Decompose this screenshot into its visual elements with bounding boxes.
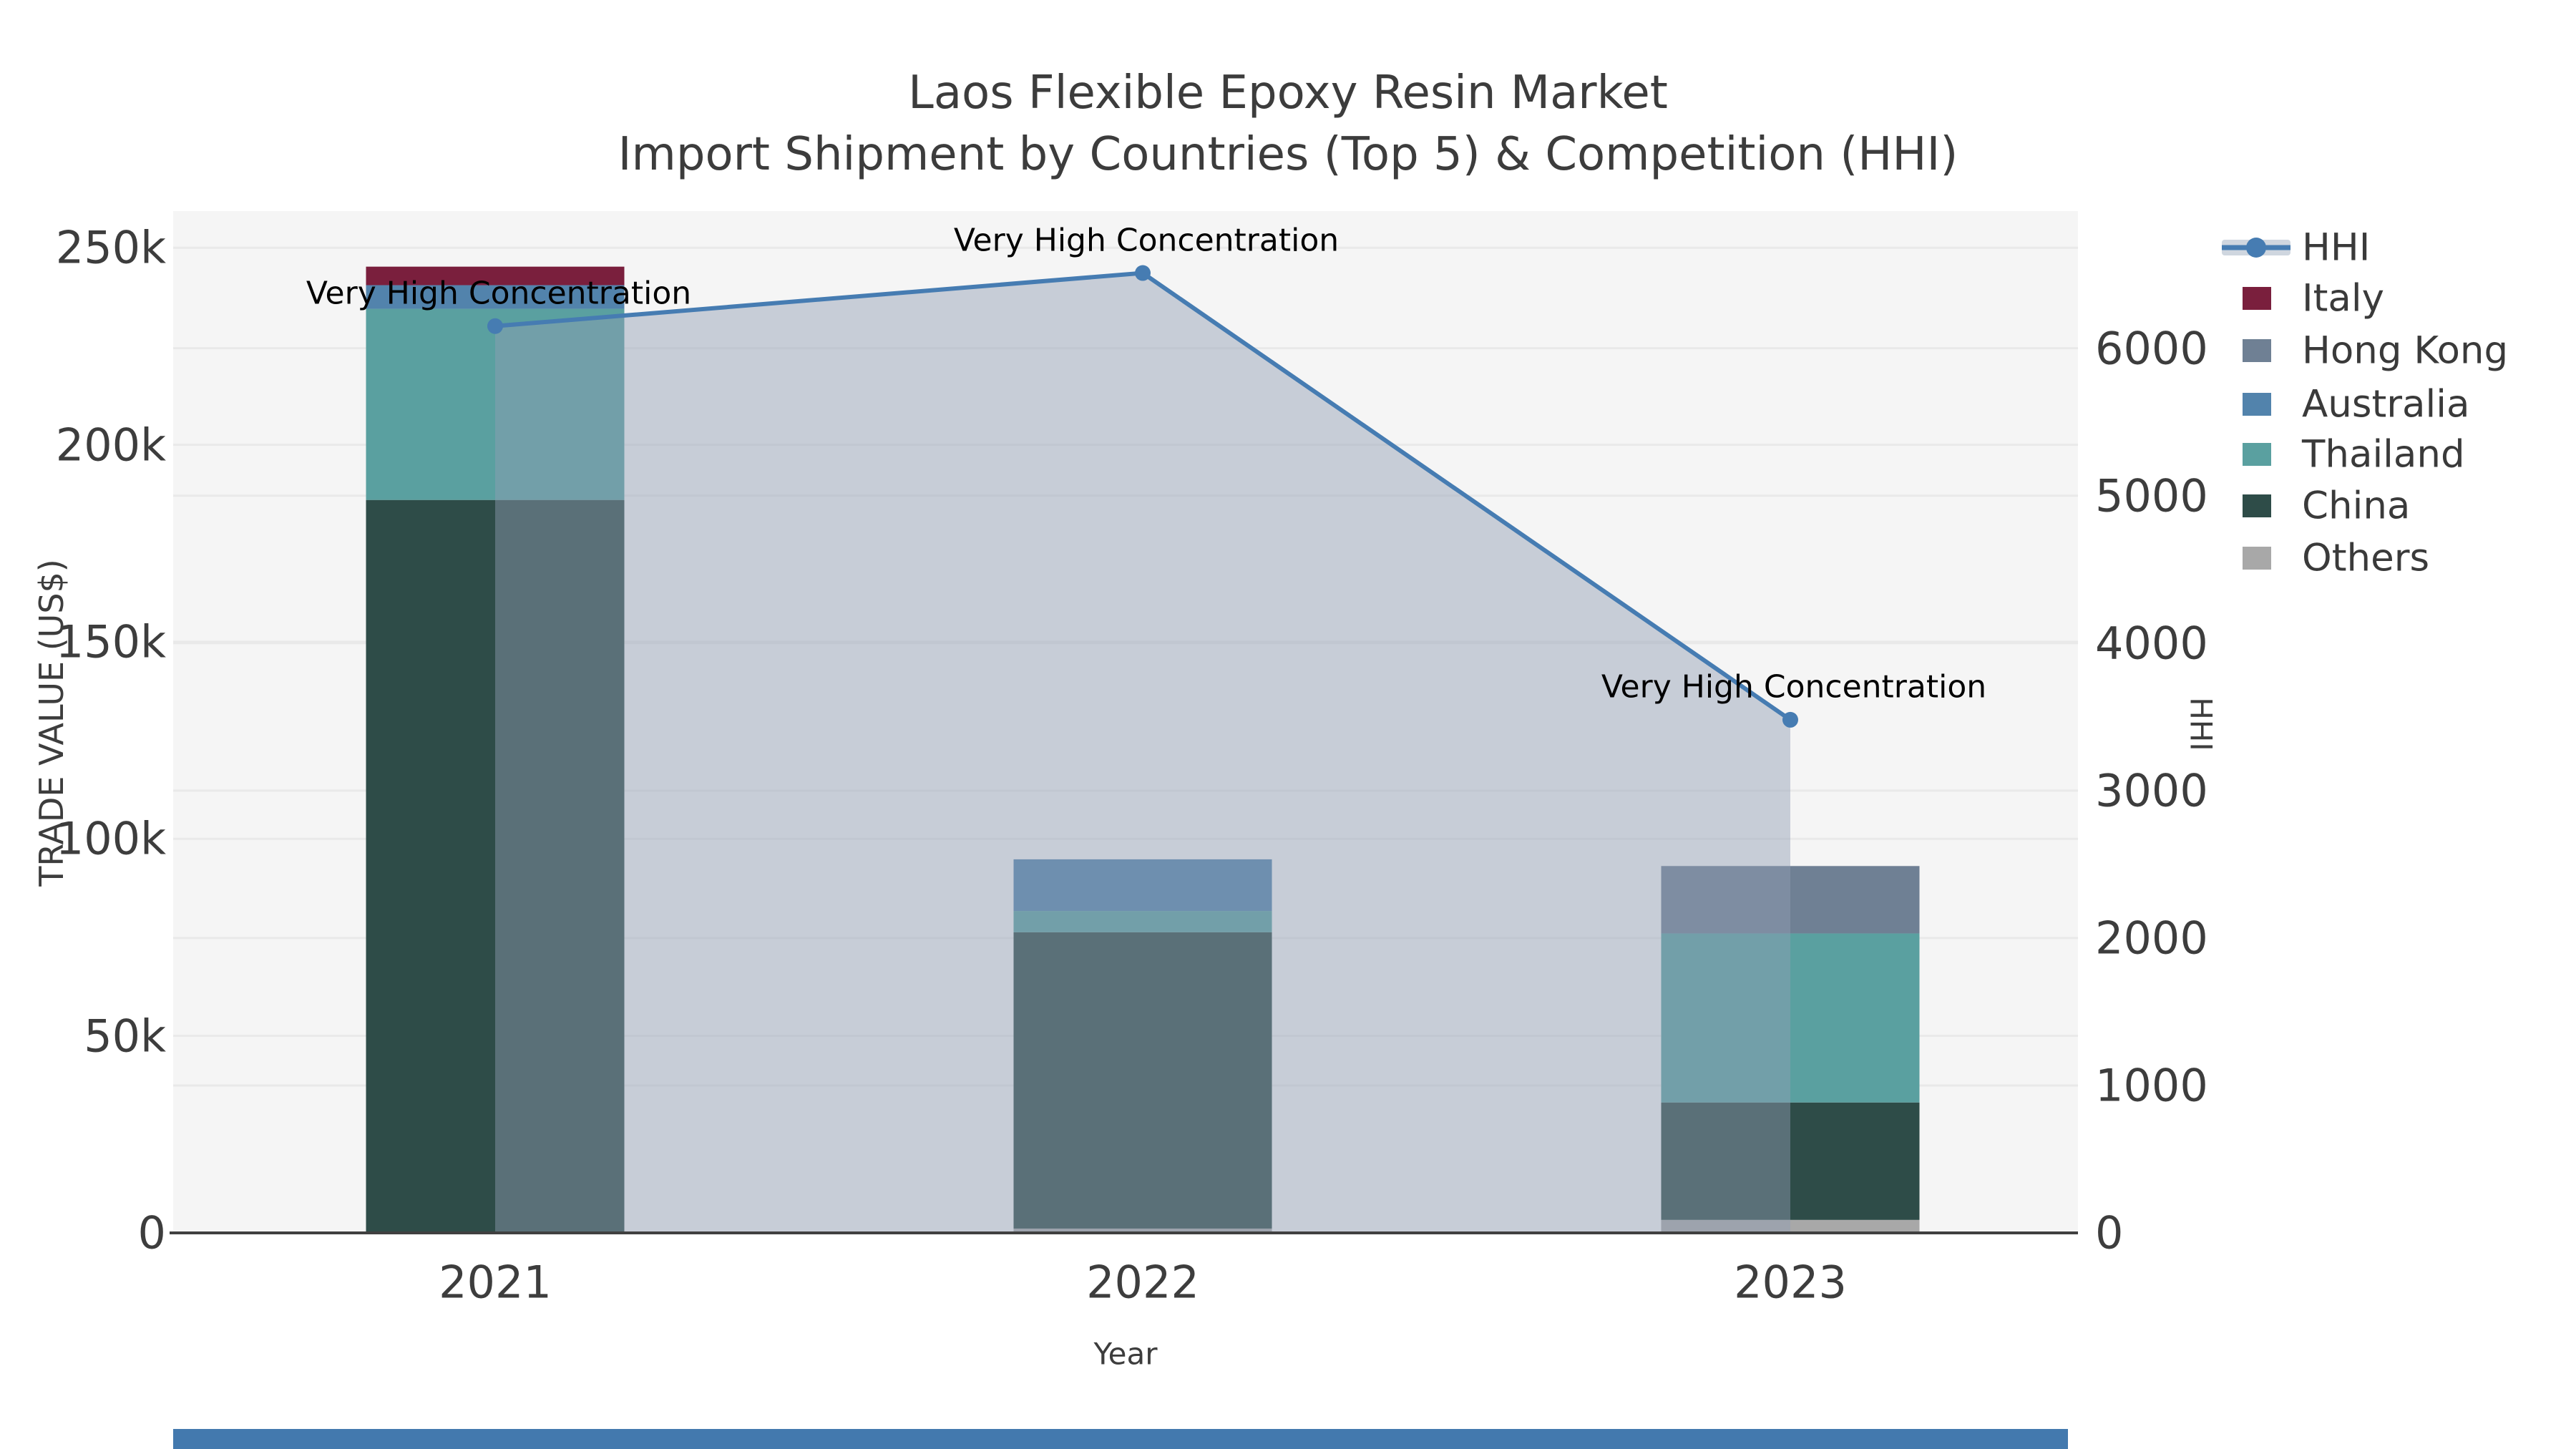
- chart-title: Laos Flexible Epoxy Resin Market: [908, 67, 1668, 119]
- legend-label-australia: Australia: [2302, 382, 2470, 426]
- x-tick-2021: 2021: [439, 1256, 552, 1309]
- y-left-tick-150k: 150k: [55, 615, 166, 668]
- hhi-dot-2023: [1782, 711, 1798, 728]
- y-left-tick-250k: 250k: [55, 221, 166, 274]
- bar-segment-china-2023: [1661, 1102, 1920, 1220]
- bottom-scrollbar[interactable]: [173, 1429, 2068, 1449]
- y-left-tick-50k: 50k: [84, 1010, 166, 1063]
- legend-swatch-italy: [2243, 287, 2271, 310]
- legend-label-hhi: HHI: [2302, 225, 2371, 270]
- legend-label-hong-kong: Hong Kong: [2302, 328, 2509, 373]
- y-left-tick-100k: 100k: [55, 812, 166, 865]
- x-tick-2022: 2022: [1086, 1256, 1199, 1309]
- bar-segment-thailand-2023: [1661, 933, 1920, 1103]
- y-left-tick-0: 0: [137, 1206, 166, 1259]
- chart-subtitle: Import Shipment by Countries (Top 5) & C…: [618, 128, 1958, 181]
- annotation-2021: Very High Concentration: [306, 275, 692, 312]
- y-left-axis-label: TRADE VALUE (US$): [32, 559, 71, 887]
- hhi-area: [495, 273, 1790, 1234]
- annotation-2023: Very High Concentration: [1601, 668, 1987, 706]
- y-right-tick-5000: 5000: [2095, 469, 2208, 522]
- legend-swatch-china: [2243, 494, 2271, 517]
- annotation-2022: Very High Concentration: [953, 222, 1340, 259]
- hhi-dot-2021: [487, 318, 503, 334]
- legend-swatch-australia: [2243, 393, 2271, 416]
- bar-segment-others-2023: [1661, 1219, 1920, 1233]
- x-axis-label: Year: [1093, 1336, 1158, 1372]
- y-left-tick-200k: 200k: [55, 419, 166, 472]
- y-right-tick-0: 0: [2095, 1206, 2124, 1259]
- hhi-legend-dot-icon: [2246, 238, 2266, 258]
- legend-swatch-others: [2243, 547, 2271, 570]
- legend-label-china: China: [2302, 484, 2411, 528]
- legend-label-italy: Italy: [2302, 276, 2384, 321]
- y-right-tick-4000: 4000: [2095, 617, 2208, 670]
- legend-label-others: Others: [2302, 536, 2430, 580]
- bar-segment-australia-2021: [366, 285, 625, 309]
- x-tick-2023: 2023: [1734, 1256, 1847, 1309]
- hhi-dot-2022: [1135, 265, 1151, 281]
- y-right-tick-3000: 3000: [2095, 764, 2208, 817]
- bar-segment-australia-2022: [1013, 859, 1272, 912]
- y-right-tick-6000: 6000: [2095, 322, 2208, 375]
- y-right-axis-label: HHI: [2183, 697, 2219, 751]
- bar-segment-others-2022: [1013, 1228, 1272, 1233]
- legend-label-thailand: Thailand: [2302, 432, 2465, 477]
- bar-segment-china-2022: [1013, 932, 1272, 1229]
- bar-segment-italy-2021: [366, 266, 625, 286]
- bar-segment-thailand-2022: [1013, 911, 1272, 932]
- y-right-tick-1000: 1000: [2095, 1059, 2208, 1112]
- legend-swatch-thailand: [2243, 443, 2271, 466]
- legend-swatch-hong-kong: [2243, 339, 2271, 362]
- y-right-tick-2000: 2000: [2095, 912, 2208, 965]
- bar-segment-hong-kong-2023: [1661, 866, 1920, 934]
- bar-segment-thailand-2021: [366, 308, 625, 500]
- bar-segment-china-2021: [366, 499, 625, 1233]
